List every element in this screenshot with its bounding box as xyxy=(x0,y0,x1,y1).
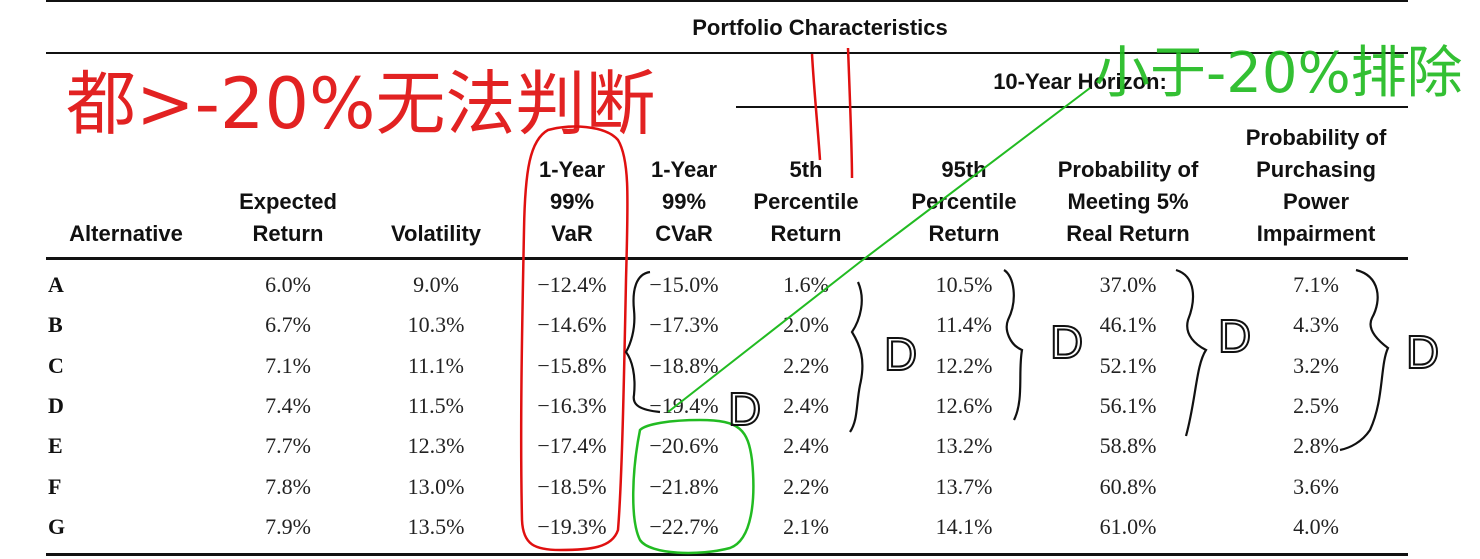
green-handwritten-note: 小于-20%排除 xyxy=(1094,41,1463,106)
row-label: D xyxy=(48,393,64,418)
brace-cvar xyxy=(624,270,661,414)
table-cell: 10.5% xyxy=(935,272,993,297)
table-cell: 2.2% xyxy=(783,353,829,378)
table-cell: 3.2% xyxy=(1293,353,1339,378)
table-cell: 2.5% xyxy=(1293,393,1339,418)
red-stroke-2 xyxy=(846,47,854,179)
table-cell: 4.3% xyxy=(1293,312,1339,337)
brace-5th xyxy=(849,281,864,433)
col-header-volatility: Volatility xyxy=(390,221,482,246)
d-mark-1: D xyxy=(728,383,761,435)
table-cell: 2.2% xyxy=(783,474,829,499)
table-cell: 11.4% xyxy=(935,312,992,337)
table-cell: 52.1% xyxy=(1099,353,1157,378)
table-cell: 11.1% xyxy=(407,353,464,378)
table-cell: 56.1% xyxy=(1099,393,1157,418)
subgroup-header: 10-Year Horizon: xyxy=(993,69,1167,94)
table-cell: −21.8% xyxy=(649,474,719,499)
table-cell: −18.8% xyxy=(649,353,719,378)
row-label: A xyxy=(48,272,64,297)
d-mark-2: D xyxy=(884,328,917,380)
table-cell: 46.1% xyxy=(1099,312,1157,337)
table-cell: 60.8% xyxy=(1099,474,1157,499)
table-cell: 13.7% xyxy=(935,474,993,499)
brace-prob-meet xyxy=(1175,268,1208,437)
table-cell: 12.3% xyxy=(407,433,465,458)
table-cell: −18.5% xyxy=(537,474,607,499)
row-label: G xyxy=(48,514,66,539)
table-cell: 4.0% xyxy=(1293,514,1339,539)
table-cell: 10.3% xyxy=(407,312,465,337)
brace-prob-impair xyxy=(1339,268,1390,452)
col-header-var: 1-Year 99% VaR xyxy=(538,157,606,246)
table-cell: 14.1% xyxy=(935,514,993,539)
col-header-cvar: 1-Year 99% CVaR xyxy=(650,157,718,246)
green-cvar-loop xyxy=(631,418,755,555)
table-cell: −15.8% xyxy=(537,353,607,378)
table-cell: 12.2% xyxy=(935,353,993,378)
subgroup-rule xyxy=(736,106,1408,108)
table-cell: 2.4% xyxy=(783,393,829,418)
d-mark-3: D xyxy=(1050,316,1083,368)
col-header-prob-impairment: Probability of Purchasing Power Impairme… xyxy=(1245,125,1387,246)
red-stroke-1 xyxy=(810,53,822,161)
col-header-prob-meeting: Probability of Meeting 5% Real Return xyxy=(1057,157,1199,246)
table-cell: −17.3% xyxy=(649,312,719,337)
brace-95th xyxy=(1003,269,1024,421)
d-mark-5: D xyxy=(1406,326,1439,378)
table-cell: 7.8% xyxy=(265,474,311,499)
table-cell: 58.8% xyxy=(1099,433,1157,458)
table-cell: 12.6% xyxy=(935,393,993,418)
table-cell: 9.0% xyxy=(413,272,459,297)
table-cell: 7.1% xyxy=(1293,272,1339,297)
red-handwritten-note: 都>-20%无法判断 xyxy=(66,63,656,145)
table-cell: 3.6% xyxy=(1293,474,1339,499)
table-cell: −20.6% xyxy=(649,433,719,458)
table-cell: −15.0% xyxy=(649,272,719,297)
table-cell: 7.9% xyxy=(265,514,311,539)
table-cell: 11.5% xyxy=(407,393,464,418)
table-cell: −22.7% xyxy=(649,514,719,539)
table-cell: 2.1% xyxy=(783,514,829,539)
group-rule xyxy=(46,52,1408,54)
table-cell: −14.6% xyxy=(537,312,607,337)
table-cell: 13.2% xyxy=(935,433,993,458)
row-label: B xyxy=(48,312,63,337)
table-cell: 7.7% xyxy=(265,433,311,458)
table-cell: 13.0% xyxy=(407,474,465,499)
table-cell: 6.0% xyxy=(265,272,311,297)
table-bottom-rule xyxy=(46,553,1408,556)
table-cell: 2.8% xyxy=(1293,433,1339,458)
col-header-5th-percentile: 5th Percentile Return xyxy=(753,157,859,246)
table-cell: 7.4% xyxy=(265,393,311,418)
d-mark-4: D xyxy=(1218,310,1251,362)
table-cell: 2.4% xyxy=(783,433,829,458)
row-label: F xyxy=(48,474,62,499)
header-bottom-rule xyxy=(46,257,1408,260)
group-header: Portfolio Characteristics xyxy=(692,15,948,40)
row-label: E xyxy=(48,433,63,458)
table-cell: 61.0% xyxy=(1099,514,1157,539)
table-cell: 13.5% xyxy=(407,514,465,539)
red-var-loop xyxy=(519,125,629,552)
table-cell: 37.0% xyxy=(1099,272,1157,297)
table-cell: −19.4% xyxy=(649,393,719,418)
table-cell: 7.1% xyxy=(265,353,311,378)
table-cell: −17.4% xyxy=(537,433,607,458)
table-cell: 6.7% xyxy=(265,312,311,337)
table-cell: −16.3% xyxy=(537,393,607,418)
table-cell: −19.3% xyxy=(537,514,607,539)
col-header-expected-return: Expected Return xyxy=(239,189,337,246)
table-cell: −12.4% xyxy=(537,272,607,297)
row-label: C xyxy=(48,353,64,378)
green-arrow-line xyxy=(667,87,1091,413)
top-rule xyxy=(46,0,1408,2)
col-header-alternative: Alternative xyxy=(69,221,183,246)
